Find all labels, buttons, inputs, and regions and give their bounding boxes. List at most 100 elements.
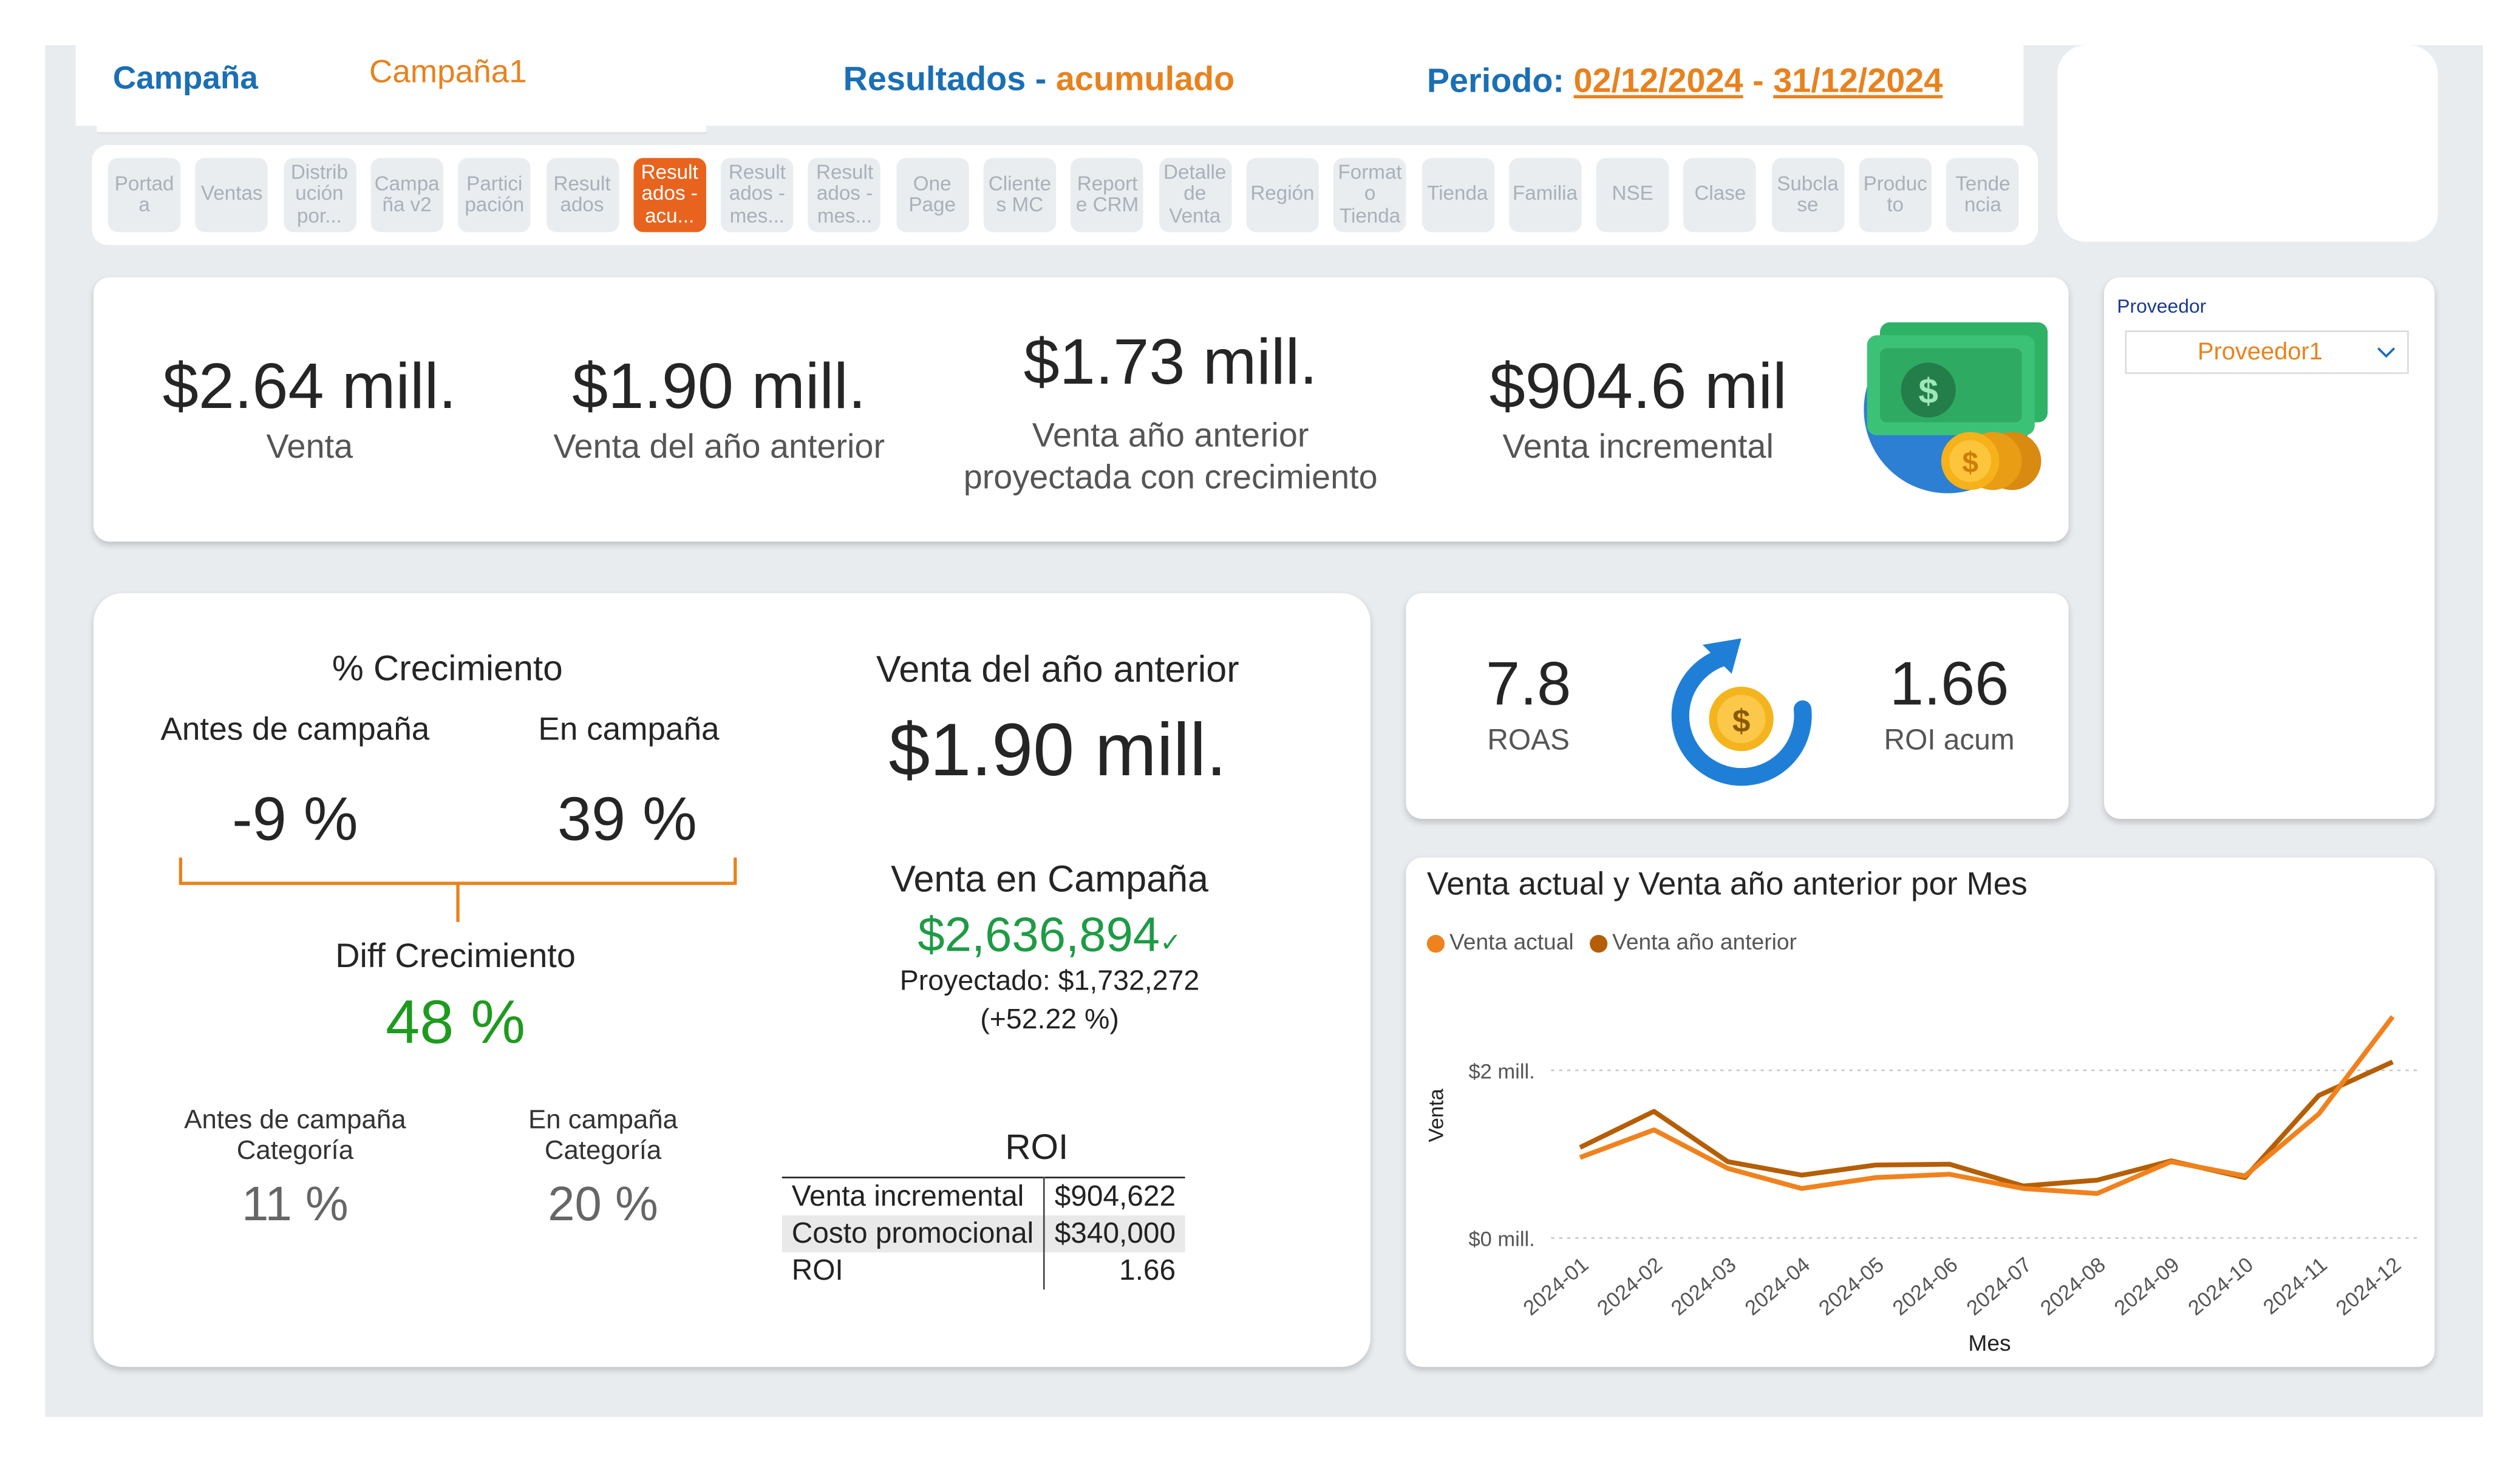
campaign-value[interactable]: Campaña1	[369, 55, 527, 90]
kpi-venta-proyectada-label2: proyectada con crecimiento	[963, 459, 1378, 497]
tab-16[interactable]: Tienda	[1421, 158, 1494, 233]
period-label: Periodo:	[1426, 63, 1565, 100]
tab-12[interactable]: Report e CRM	[1071, 158, 1144, 233]
legend-label-anterior: Venta año anterior	[1612, 928, 1797, 954]
money-icon: $ $	[1864, 322, 2048, 494]
period-end-date[interactable]: 31/12/2024	[1773, 63, 1943, 100]
tab-5[interactable]: Partici pación	[458, 158, 531, 233]
top-right-panel	[2057, 45, 2438, 242]
kpi-venta-proyectada-label1: Venta año anterior	[1032, 417, 1309, 455]
cat-before: Antes de campaña Categoría 11 %	[153, 1105, 437, 1232]
y-axis-label: Venta	[1425, 1088, 1448, 1142]
kpi-card	[94, 277, 2069, 542]
roi-row-label: Venta incremental	[782, 1177, 1045, 1216]
roi-table-row: Costo promocional $340,000	[782, 1215, 1185, 1253]
cat-during-value: 20 %	[548, 1178, 658, 1232]
series-line-venta-año-anterior	[1579, 1059, 2394, 1189]
kpi-venta-anterior-label: Venta del año anterior	[553, 429, 885, 466]
projected-pct: (+52.22 %)	[980, 1002, 1119, 1035]
cat-during-label1: En campaña	[528, 1105, 678, 1135]
tab-7[interactable]: Result ados - acu...	[633, 158, 706, 233]
legend-dot-actual	[1426, 934, 1445, 953]
legend-label-actual: Venta actual	[1449, 928, 1574, 954]
roi-table-title: ROI	[1005, 1126, 1069, 1167]
svg-text:$: $	[1918, 372, 1938, 411]
x-axis-label: Mes	[1968, 1330, 2011, 1356]
tab-17[interactable]: Familia	[1508, 158, 1582, 233]
tab-18[interactable]: NSE	[1596, 158, 1669, 233]
roi-row-label: ROI	[782, 1252, 1045, 1290]
tab-22[interactable]: Tende ncia	[1946, 158, 2020, 233]
roi-row-value: 1.66	[1119, 1254, 1176, 1286]
roi-cycle-icon: $	[1671, 638, 1812, 786]
tab-3[interactable]: Distrib ución por...	[283, 158, 356, 233]
tab-9[interactable]: Result ados - mes...	[808, 158, 881, 233]
tab-10[interactable]: One Page	[896, 158, 969, 233]
page-title: Resultados - acumulado	[843, 61, 1235, 100]
roas: 7.8 ROAS	[1448, 651, 1609, 758]
campaign-sales-title: Venta en Campaña	[891, 857, 1208, 900]
x-tick-label: 2024-08	[2036, 1253, 2110, 1320]
prev-year-title: Venta del año anterior	[876, 648, 1239, 690]
growth-diff-value: 48 %	[386, 990, 526, 1058]
growth-card	[94, 593, 1371, 1367]
cat-before-label2: Categoría	[236, 1136, 354, 1166]
chart-card	[1406, 857, 2435, 1367]
tab-13[interactable]: Detalle de Venta	[1159, 158, 1231, 233]
tab-11[interactable]: Cliente s MC	[983, 158, 1057, 233]
cat-before-label1: Antes de campaña	[184, 1105, 406, 1135]
tab-1[interactable]: Portad a	[107, 158, 181, 233]
kpi-venta-label: Venta	[266, 429, 353, 466]
page-title-sep: -	[1035, 61, 1047, 98]
period: Periodo: 02/12/2024 - 31/12/2024	[1427, 63, 1943, 102]
page-title-sub: acumulado	[1055, 61, 1235, 98]
tab-4[interactable]: Campa ña v2	[370, 158, 443, 233]
page-title-main: Resultados	[843, 61, 1026, 98]
x-tick-label: 2024-05	[1814, 1253, 1888, 1320]
x-tick-label: 2024-01	[1519, 1253, 1593, 1320]
growth-bracket	[179, 857, 737, 922]
cat-before-value: 11 %	[242, 1178, 349, 1232]
svg-text:$: $	[1732, 703, 1751, 739]
tab-20[interactable]: Subcla se	[1771, 158, 1844, 233]
cat-during-label2: Categoría	[544, 1136, 662, 1166]
x-tick-label: 2024-03	[1667, 1253, 1740, 1320]
x-tick-label: 2024-09	[2110, 1253, 2184, 1320]
tab-14[interactable]: Región	[1246, 158, 1319, 233]
campaign-label: Campaña	[112, 61, 258, 97]
kpi-venta-incremental: $904.6 mil Venta incremental	[1461, 352, 1816, 469]
period-start-date[interactable]: 02/12/2024	[1573, 63, 1743, 100]
x-tick-label: 2024-06	[1888, 1253, 1962, 1320]
tab-15[interactable]: Format o Tienda	[1333, 158, 1406, 233]
x-tick-label: 2024-07	[1963, 1253, 2036, 1320]
tab-6[interactable]: Result ados	[545, 158, 619, 233]
tab-19[interactable]: Clase	[1684, 158, 1757, 233]
campaign-sales-amount: $2,636,894	[918, 909, 1160, 963]
growth-diff-label: Diff Crecimiento	[335, 938, 576, 976]
tab-2[interactable]: Ventas	[196, 158, 268, 233]
growth-before-value: -9 %	[232, 786, 358, 855]
kpi-venta-proyectada-value: $1.73 mill.	[1023, 327, 1318, 398]
roi-row-value: $340,000	[1054, 1217, 1176, 1249]
cat-during: En campaña Categoría 20 %	[474, 1105, 732, 1232]
roi-acum-value: 1.66	[1889, 651, 2009, 719]
roi-row-value: $904,622	[1054, 1180, 1176, 1212]
y-tick-label: $0 mill.	[1468, 1228, 1534, 1251]
chevron-down-icon	[2377, 347, 2396, 358]
chart-legend: Venta actual Venta año anterior	[1426, 928, 1797, 954]
kpi-venta-anterior: $1.90 mill. Venta del año anterior	[526, 352, 913, 469]
tab-8[interactable]: Result ados - mes...	[721, 158, 794, 233]
tab-21[interactable]: Produc to	[1859, 158, 1932, 233]
provider-dropdown[interactable]: Proveedor1	[2125, 330, 2409, 375]
roi-acum-label: ROI acum	[1884, 724, 2015, 756]
roi-acum: 1.66 ROI acum	[1854, 651, 2044, 758]
roi-table-row: Venta incremental $904,622	[782, 1177, 1185, 1216]
chart-title: Venta actual y Venta año anterior por Me…	[1426, 867, 2028, 903]
kpi-venta-incremental-value: $904.6 mil	[1489, 351, 1787, 423]
header-bar	[75, 45, 2024, 126]
roas-label: ROAS	[1487, 724, 1570, 756]
growth-during-label: En campaña	[538, 712, 720, 749]
roi-table-row: ROI 1.66	[782, 1252, 1185, 1290]
svg-text:$: $	[1962, 447, 1978, 479]
